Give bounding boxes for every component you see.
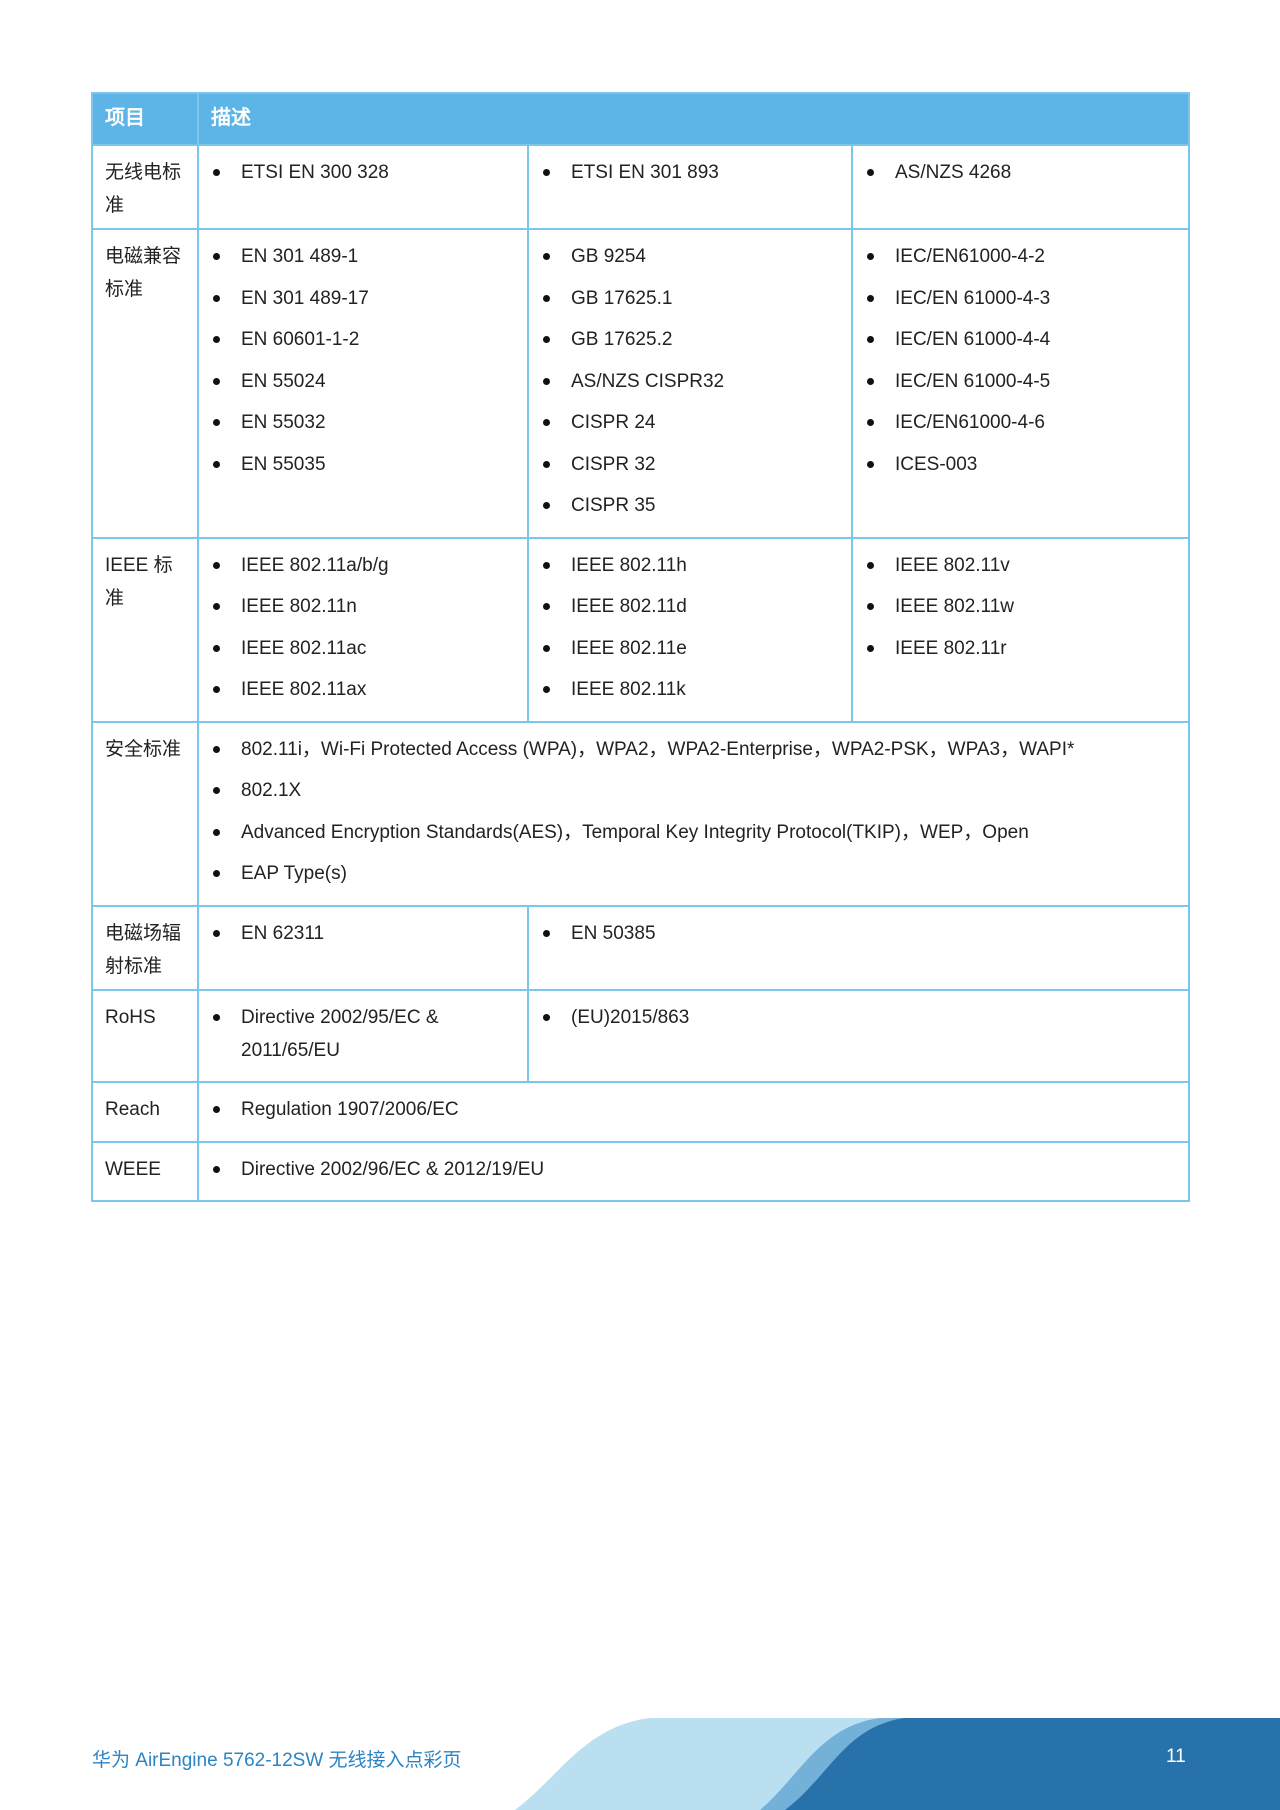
bullet-list: EN 62311 xyxy=(211,917,515,950)
list-item: 802.1X xyxy=(211,774,1176,807)
table-row: WEEE Directive 2002/96/EC & 2012/19/EU xyxy=(91,1140,1190,1202)
list-item: AS/NZS 4268 xyxy=(865,156,1176,189)
list-item: IEC/EN 61000-4-5 xyxy=(865,365,1176,398)
list-item: ICES-003 xyxy=(865,448,1176,481)
description-cell: IEEE 802.11v IEEE 802.11w IEEE 802.11r xyxy=(851,536,1190,723)
list-item: CISPR 32 xyxy=(541,448,839,481)
table-row: RoHS Directive 2002/95/EC & 2011/65/EU (EU… xyxy=(91,988,1190,1083)
description-cell: IEEE 802.11h IEEE 802.11d IEEE 802.11e IEEE… xyxy=(527,536,853,723)
description-cell: EN 50385 xyxy=(527,904,1190,991)
description-cell: IEC/EN61000-4-2 IEC/EN 61000-4-3 IEC/EN 61… xyxy=(851,228,1190,539)
description-cell: Directive 2002/95/EC & 2011/65/EU xyxy=(197,988,529,1083)
description-cell: ETSI EN 300 328 xyxy=(197,144,529,230)
table-row: IEEE 标准 IEEE 802.11a/b/g IEEE 802.11n IEEE … xyxy=(91,536,1190,723)
list-item: IEEE 802.11h xyxy=(541,549,839,582)
table-row: 安全标准 802.11i，Wi-Fi Protected Access (WPA)… xyxy=(91,720,1190,907)
list-item: ETSI EN 300 328 xyxy=(211,156,515,189)
bullet-list: IEEE 802.11v IEEE 802.11w IEEE 802.11r xyxy=(865,549,1176,665)
row-item-label: WEEE xyxy=(91,1140,199,1202)
list-item: AS/NZS CISPR32 xyxy=(541,365,839,398)
bullet-list: ETSI EN 300 328 xyxy=(211,156,515,189)
table-row: 电磁兼容标准 EN 301 489-1 EN 301 489-17 EN 60601-… xyxy=(91,228,1190,539)
bullet-list: EN 50385 xyxy=(541,917,1176,950)
description-cell: IEEE 802.11a/b/g IEEE 802.11n IEEE 802.11a… xyxy=(197,536,529,723)
list-item: IEC/EN61000-4-2 xyxy=(865,240,1176,273)
list-item: 802.11i，Wi-Fi Protected Access (WPA)，WPA… xyxy=(211,733,1176,766)
row-item-label: 电磁场辐射标准 xyxy=(91,904,199,991)
footer-document-title: 华为 AirEngine 5762-12SW 无线接入点彩页 xyxy=(92,1750,462,1771)
list-item: IEC/EN61000-4-6 xyxy=(865,406,1176,439)
table-row: 无线电标准 ETSI EN 300 328 ETSI EN 301 893 AS/NZ… xyxy=(91,144,1190,230)
list-item: IEEE 802.11a/b/g xyxy=(211,549,515,582)
header-item: 项目 xyxy=(91,92,199,146)
bullet-list: GB 9254 GB 17625.1 GB 17625.2 AS/NZS CISPR3… xyxy=(541,240,839,522)
list-item: EN 60601-1-2 xyxy=(211,323,515,356)
list-item: GB 9254 xyxy=(541,240,839,273)
description-cell: Regulation 1907/2006/EC xyxy=(197,1081,1190,1143)
table-row: 电磁场辐射标准 EN 62311 EN 50385 xyxy=(91,904,1190,991)
spec-table: 项目 描述 无线电标准 ETSI EN 300 328 ETSI EN 301 89… xyxy=(91,92,1190,1202)
description-cell: (EU)2015/863 xyxy=(527,988,1190,1083)
list-item: EN 301 489-17 xyxy=(211,282,515,315)
list-item: IEEE 802.11w xyxy=(865,590,1176,623)
page-number: 11 xyxy=(1166,1746,1186,1767)
list-item: IEEE 802.11r xyxy=(865,632,1176,665)
bullet-list: IEC/EN61000-4-2 IEC/EN 61000-4-3 IEC/EN 61… xyxy=(865,240,1176,481)
list-item: Regulation 1907/2006/EC xyxy=(211,1093,1176,1126)
bullet-list: IEEE 802.11h IEEE 802.11d IEEE 802.11e IEEE… xyxy=(541,549,839,707)
row-item-label: Reach xyxy=(91,1081,199,1143)
description-cell: ETSI EN 301 893 xyxy=(527,144,853,230)
description-cell: 802.11i，Wi-Fi Protected Access (WPA)，WPA… xyxy=(197,720,1190,907)
row-item-label: IEEE 标准 xyxy=(91,536,199,723)
list-item: CISPR 24 xyxy=(541,406,839,439)
list-item: IEEE 802.11n xyxy=(211,590,515,623)
list-item: Directive 2002/96/EC & 2012/19/EU xyxy=(211,1153,1176,1186)
list-item: EAP Type(s) xyxy=(211,857,1176,890)
list-item: IEEE 802.11k xyxy=(541,673,839,706)
list-item: EN 62311 xyxy=(211,917,515,950)
list-item: EN 55024 xyxy=(211,365,515,398)
bullet-list: ETSI EN 301 893 xyxy=(541,156,839,189)
list-item: GB 17625.2 xyxy=(541,323,839,356)
list-item: Advanced Encryption Standards(AES)，Tempo… xyxy=(211,816,1176,849)
list-item: IEEE 802.11e xyxy=(541,632,839,665)
row-item-label: 安全标准 xyxy=(91,720,199,907)
bullet-list: Directive 2002/95/EC & 2011/65/EU xyxy=(211,1001,515,1067)
list-item: IEEE 802.11ax xyxy=(211,673,515,706)
bullet-list: Directive 2002/96/EC & 2012/19/EU xyxy=(211,1153,1176,1186)
description-cell: EN 62311 xyxy=(197,904,529,991)
row-item-label: 电磁兼容标准 xyxy=(91,228,199,539)
footer-wave-band xyxy=(515,1718,1280,1810)
list-item: EN 50385 xyxy=(541,917,1176,950)
list-item: IEEE 802.11v xyxy=(865,549,1176,582)
table-row: Reach Regulation 1907/2006/EC xyxy=(91,1081,1190,1143)
list-item: IEC/EN 61000-4-4 xyxy=(865,323,1176,356)
description-cell: GB 9254 GB 17625.1 GB 17625.2 AS/NZS CISPR3… xyxy=(527,228,853,539)
bullet-list: (EU)2015/863 xyxy=(541,1001,1176,1034)
bullet-list: AS/NZS 4268 xyxy=(865,156,1176,189)
bullet-list: Regulation 1907/2006/EC xyxy=(211,1093,1176,1126)
bullet-list: IEEE 802.11a/b/g IEEE 802.11n IEEE 802.11a… xyxy=(211,549,515,707)
table-header-row: 项目 描述 xyxy=(91,92,1190,146)
list-item: Directive 2002/95/EC & 2011/65/EU xyxy=(211,1001,515,1067)
list-item: EN 55032 xyxy=(211,406,515,439)
list-item: EN 55035 xyxy=(211,448,515,481)
description-cell: EN 301 489-1 EN 301 489-17 EN 60601-1-2 EN … xyxy=(197,228,529,539)
list-item: GB 17625.1 xyxy=(541,282,839,315)
list-item: IEEE 802.11d xyxy=(541,590,839,623)
row-item-label: 无线电标准 xyxy=(91,144,199,230)
list-item: CISPR 35 xyxy=(541,489,839,522)
list-item: ETSI EN 301 893 xyxy=(541,156,839,189)
description-cell: AS/NZS 4268 xyxy=(851,144,1190,230)
list-item: (EU)2015/863 xyxy=(541,1001,1176,1034)
list-item: IEEE 802.11ac xyxy=(211,632,515,665)
header-description: 描述 xyxy=(197,92,1190,146)
row-item-label: RoHS xyxy=(91,988,199,1083)
bullet-list: EN 301 489-1 EN 301 489-17 EN 60601-1-2 EN … xyxy=(211,240,515,481)
list-item: IEC/EN 61000-4-3 xyxy=(865,282,1176,315)
description-cell: Directive 2002/96/EC & 2012/19/EU xyxy=(197,1140,1190,1202)
list-item: EN 301 489-1 xyxy=(211,240,515,273)
bullet-list: 802.11i，Wi-Fi Protected Access (WPA)，WPA… xyxy=(211,733,1176,891)
